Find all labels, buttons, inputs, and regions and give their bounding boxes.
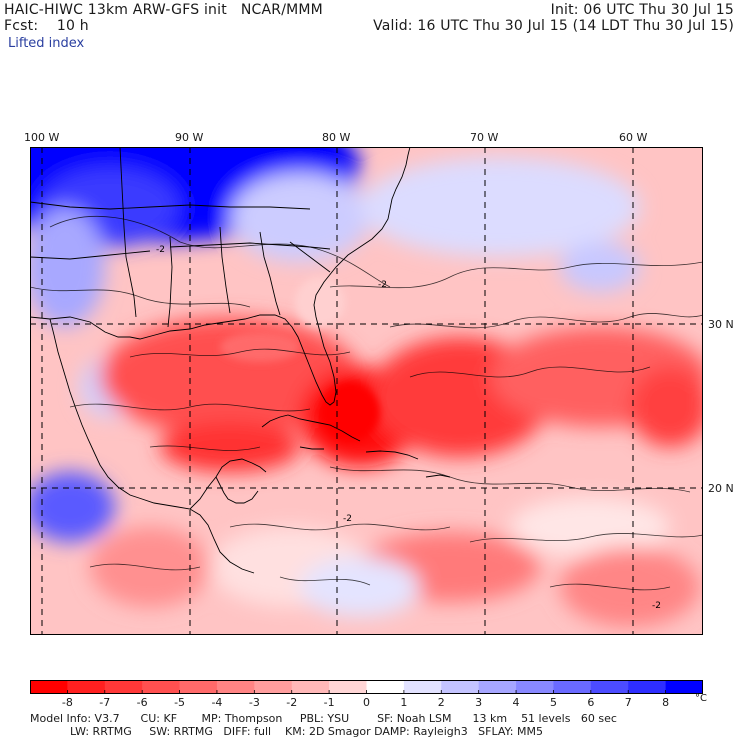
colorbar-swatch bbox=[254, 680, 293, 694]
colorbar-swatch bbox=[553, 680, 592, 694]
colorbar-label: -5 bbox=[174, 696, 186, 709]
colorbar-swatch bbox=[142, 680, 181, 694]
colorbar-label: 7 bbox=[624, 696, 632, 709]
coastlines-and-borders bbox=[30, 147, 451, 574]
colorbar-label: -8 bbox=[61, 696, 73, 709]
colorbar-swatch bbox=[366, 680, 405, 694]
init-time: Init: 06 UTC Thu 30 Jul 15 bbox=[550, 2, 734, 18]
colorbar-label: 3 bbox=[475, 696, 483, 709]
contour-label: -2 bbox=[156, 245, 165, 255]
colorbar-label: 2 bbox=[437, 696, 445, 709]
colorbar-label: 1 bbox=[400, 696, 408, 709]
model-info-line2: LW: RRTMG SW: RRTMG DIFF: full KM: 2D Sm… bbox=[70, 725, 543, 738]
colorbar-swatch bbox=[516, 680, 555, 694]
colorbar-label: -6 bbox=[136, 696, 148, 709]
colorbar-unit: °C bbox=[695, 693, 707, 704]
colorbar-swatch bbox=[104, 680, 143, 694]
lifted-index-map: -2 -2 -2 -2 bbox=[30, 147, 703, 635]
colorbar-swatch bbox=[67, 680, 106, 694]
colorbar-swatch bbox=[478, 680, 517, 694]
model-info-line1: Model Info: V3.7 CU: KF MP: Thompson PBL… bbox=[30, 712, 617, 725]
colorbar-swatch bbox=[665, 680, 703, 694]
lon-label-80w: 80 W bbox=[322, 131, 351, 144]
colorbar-swatch bbox=[216, 680, 255, 694]
colorbar-label: 5 bbox=[549, 696, 557, 709]
colorbar-swatch bbox=[590, 680, 629, 694]
model-title: HAIC-HIWC 13km ARW-GFS init NCAR/MMM bbox=[4, 2, 323, 18]
colorbar-label: 4 bbox=[512, 696, 520, 709]
colorbar-label: -7 bbox=[99, 696, 111, 709]
lon-label-100w: 100 W bbox=[24, 131, 60, 144]
colorbar-swatch bbox=[30, 680, 68, 694]
lon-label-70w: 70 W bbox=[470, 131, 499, 144]
lat-lon-grid bbox=[30, 147, 703, 635]
field-name: Lifted index bbox=[8, 36, 85, 51]
colorbar-label: 8 bbox=[662, 696, 670, 709]
forecast-hour: Fcst: 10 h bbox=[4, 18, 89, 34]
colorbar-swatch bbox=[329, 680, 368, 694]
colorbar-label: -4 bbox=[211, 696, 223, 709]
valid-time: Valid: 16 UTC Thu 30 Jul 15 (14 LDT Thu … bbox=[373, 18, 734, 34]
colorbar-label: 6 bbox=[587, 696, 595, 709]
colorbar-swatch bbox=[291, 680, 330, 694]
lat-label-20n: 20 N bbox=[708, 482, 734, 495]
colorbar-swatch bbox=[179, 680, 218, 694]
colorbar-label: -2 bbox=[286, 696, 298, 709]
contour-lines bbox=[30, 216, 703, 591]
colorbar-label: -1 bbox=[323, 696, 335, 709]
colorbar-swatch bbox=[403, 680, 442, 694]
map-frame bbox=[30, 147, 703, 635]
lon-label-90w: 90 W bbox=[175, 131, 204, 144]
contour-label: -2 bbox=[378, 280, 387, 290]
contour-label: -2 bbox=[343, 514, 352, 524]
colorbar bbox=[30, 680, 703, 694]
contour-label: -2 bbox=[652, 601, 661, 611]
colorbar-swatch bbox=[441, 680, 480, 694]
colorbar-label: -3 bbox=[248, 696, 260, 709]
lifted-index-field bbox=[30, 147, 703, 627]
colorbar-swatch bbox=[628, 680, 667, 694]
colorbar-label: 0 bbox=[363, 696, 370, 709]
lon-label-60w: 60 W bbox=[619, 131, 648, 144]
lat-label-30n: 30 N bbox=[708, 318, 734, 331]
